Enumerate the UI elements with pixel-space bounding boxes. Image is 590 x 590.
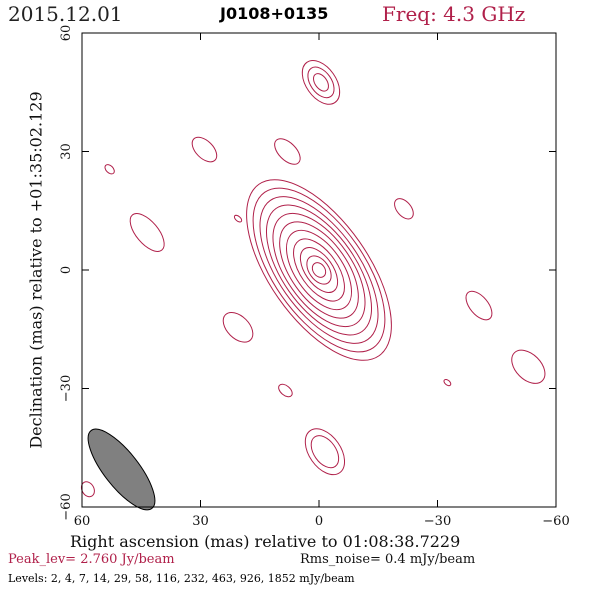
component-14-contour-1 (80, 481, 95, 498)
component-10-contour-1 (511, 349, 546, 384)
source-name: J0108+0135 (220, 4, 329, 23)
core-contour-4 (293, 238, 345, 302)
core-contour-5 (286, 229, 352, 311)
component-4-contour-1 (191, 136, 218, 163)
component-13-contour-2 (310, 435, 340, 469)
component-8-contour-1 (222, 311, 254, 343)
y-tick-label: 30 (59, 143, 74, 160)
y-tick-label: 60 (59, 25, 74, 42)
core-contour-10 (252, 187, 386, 353)
x-tick-label: 0 (315, 514, 323, 529)
observation-date: 2015.12.01 (8, 2, 123, 26)
y-tick-label: 0 (59, 266, 74, 274)
x-tick-label: −60 (542, 514, 569, 529)
component-7-contour-1 (394, 198, 414, 220)
core-contour-9 (259, 196, 379, 344)
component-6-contour-1 (129, 213, 165, 252)
component-13-contour-1 (304, 428, 346, 476)
core-contour-7 (272, 212, 366, 328)
core-contour-6 (279, 221, 359, 319)
x-tick-label: 60 (74, 514, 91, 529)
component-1-contour-1 (301, 60, 341, 105)
component-5-contour-1 (233, 214, 243, 223)
peak-level: Peak_lev= 2.760 Jy/beam (8, 552, 175, 567)
x-tick-label: −30 (424, 514, 451, 529)
y-tick-label: −30 (59, 375, 74, 402)
contour-levels: Levels: 2, 4, 7, 14, 29, 58, 116, 232, 4… (8, 572, 355, 585)
contour-layer (80, 60, 546, 498)
beam-layer (87, 428, 156, 511)
component-12-contour-1 (443, 378, 452, 387)
beam-ellipse (87, 428, 156, 511)
component-2-contour-1 (274, 138, 301, 165)
x-axis-label: Right ascension (mas) relative to 01:08:… (70, 532, 461, 551)
component-3-contour-1 (104, 164, 115, 175)
core-contour-8 (265, 204, 373, 336)
component-1-contour-3 (313, 73, 329, 92)
rms-noise: Rms_noise= 0.4 mJy/beam (300, 552, 476, 567)
core-contour-11 (246, 179, 392, 361)
component-1-contour-2 (307, 66, 335, 99)
y-tick-label: −60 (59, 493, 74, 520)
x-tick-label: 30 (192, 514, 209, 529)
core-contour-2 (306, 255, 332, 285)
core-contour-3 (299, 247, 339, 293)
core-contour-1 (311, 262, 327, 278)
y-axis-label: Declination (mas) relative to +01:35:02.… (26, 91, 46, 449)
frequency-label: Freq: 4.3 GHz (382, 2, 526, 26)
component-11-contour-1 (278, 383, 293, 398)
component-9-contour-1 (465, 290, 493, 321)
